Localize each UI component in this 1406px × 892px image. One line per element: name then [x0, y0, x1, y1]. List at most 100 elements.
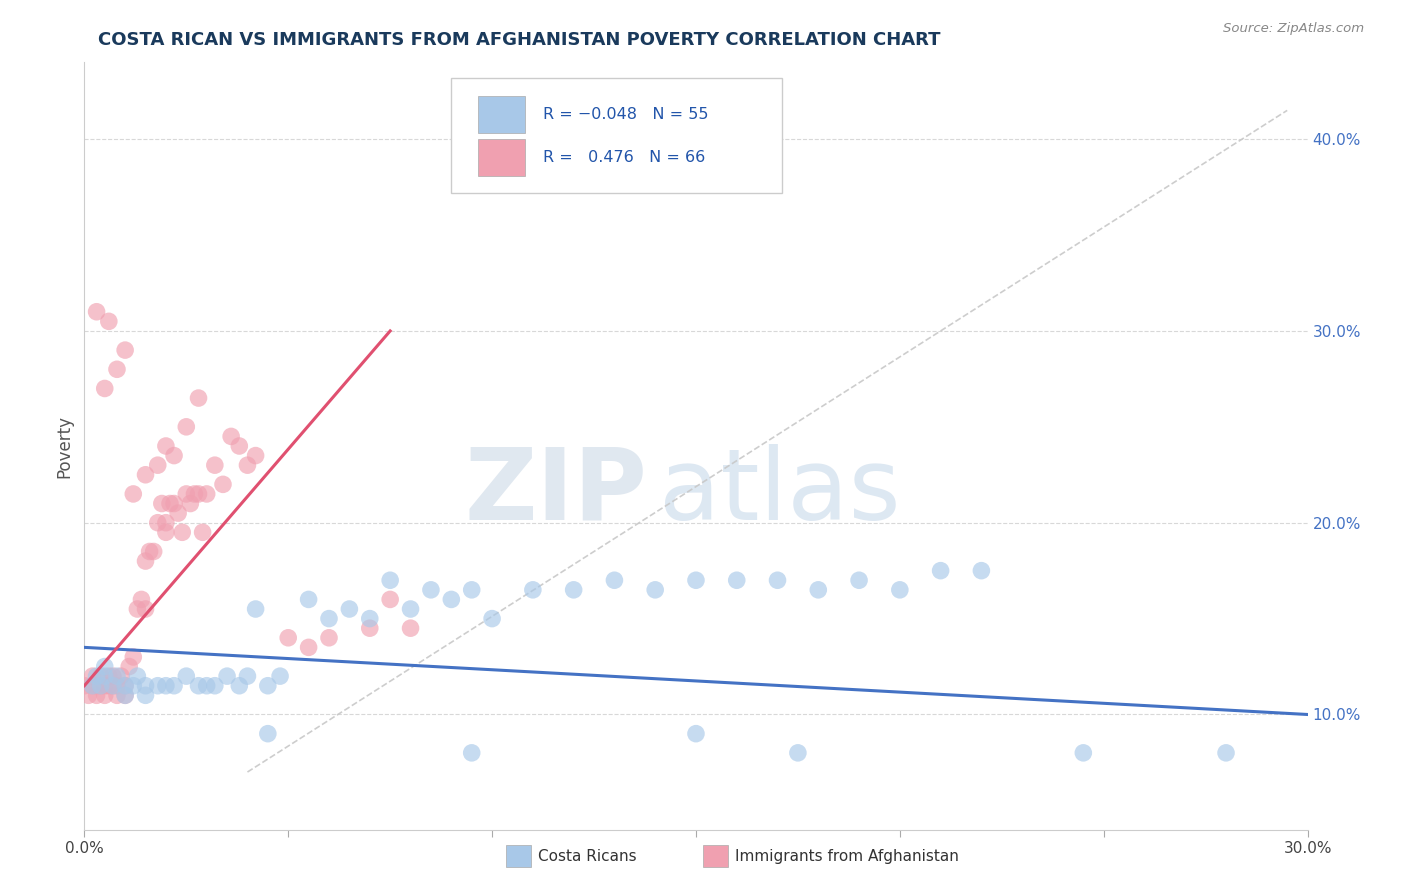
Point: [86, 305, 108, 319]
Point: [257, 727, 280, 741]
Point: [420, 582, 443, 597]
Point: [114, 689, 136, 703]
Point: [114, 679, 136, 693]
Point: [101, 679, 124, 693]
Text: atlas: atlas: [659, 443, 901, 541]
Point: [685, 573, 707, 587]
Point: [114, 679, 136, 693]
Point: [146, 458, 169, 473]
Point: [195, 679, 218, 693]
Point: [644, 582, 666, 597]
Point: [93, 659, 115, 673]
Point: [93, 679, 115, 693]
Point: [440, 592, 463, 607]
Point: [155, 525, 177, 540]
Point: [461, 746, 484, 760]
Point: [187, 679, 209, 693]
Point: [101, 669, 124, 683]
Point: [174, 669, 197, 683]
Point: [174, 420, 197, 434]
Point: [359, 612, 381, 626]
Point: [101, 679, 124, 693]
Point: [82, 679, 104, 693]
Point: [142, 544, 165, 558]
Point: [93, 382, 115, 396]
Point: [150, 496, 173, 510]
Point: [86, 669, 108, 683]
Bar: [478, 96, 524, 133]
Point: [245, 602, 267, 616]
Point: [359, 621, 381, 635]
Point: [135, 689, 157, 703]
Point: [86, 689, 108, 703]
Point: [380, 592, 402, 607]
Point: [245, 449, 267, 463]
Point: [212, 477, 235, 491]
Point: [105, 669, 128, 683]
Point: [195, 487, 218, 501]
Text: R = −0.048   N = 55: R = −0.048 N = 55: [543, 107, 709, 122]
Point: [522, 582, 544, 597]
Point: [228, 679, 250, 693]
Point: [127, 669, 149, 683]
Point: [380, 573, 402, 587]
Point: [191, 525, 214, 540]
Point: [257, 679, 280, 693]
Point: [603, 573, 626, 587]
Point: [82, 669, 104, 683]
Point: [155, 679, 177, 693]
FancyBboxPatch shape: [451, 78, 782, 193]
Text: Immigrants from Afghanistan: Immigrants from Afghanistan: [735, 849, 959, 863]
Point: [766, 573, 789, 587]
Point: [105, 362, 128, 376]
Point: [929, 564, 952, 578]
Point: [146, 679, 169, 693]
Point: [135, 554, 157, 568]
Point: [77, 689, 100, 703]
Point: [122, 487, 145, 501]
Point: [399, 602, 422, 616]
Point: [461, 582, 484, 597]
Point: [318, 612, 340, 626]
Point: [73, 679, 96, 693]
Point: [269, 669, 291, 683]
Point: [1215, 746, 1237, 760]
Point: [228, 439, 250, 453]
Point: [97, 314, 120, 328]
Point: [135, 467, 157, 482]
Point: [204, 458, 226, 473]
Point: [90, 679, 112, 693]
Point: [155, 439, 177, 453]
Y-axis label: Poverty: Poverty: [55, 415, 73, 477]
Point: [217, 669, 239, 683]
Point: [135, 679, 157, 693]
Point: [90, 679, 112, 693]
Text: ZIP: ZIP: [464, 443, 647, 541]
Point: [155, 516, 177, 530]
Point: [204, 679, 226, 693]
Text: Costa Ricans: Costa Ricans: [538, 849, 637, 863]
Point: [86, 679, 108, 693]
Point: [889, 582, 911, 597]
Bar: [478, 139, 524, 176]
Point: [105, 689, 128, 703]
Point: [187, 487, 209, 501]
Point: [318, 631, 340, 645]
Point: [481, 612, 503, 626]
Point: [138, 544, 160, 558]
Point: [603, 103, 626, 118]
Point: [159, 496, 181, 510]
Point: [1073, 746, 1095, 760]
Text: COSTA RICAN VS IMMIGRANTS FROM AFGHANISTAN POVERTY CORRELATION CHART: COSTA RICAN VS IMMIGRANTS FROM AFGHANIST…: [98, 31, 941, 49]
Point: [122, 679, 145, 693]
Point: [163, 449, 186, 463]
Point: [146, 516, 169, 530]
Point: [118, 659, 141, 673]
Point: [163, 679, 186, 693]
Point: [399, 621, 422, 635]
Point: [970, 564, 993, 578]
Point: [298, 592, 321, 607]
Point: [277, 631, 299, 645]
Point: [127, 602, 149, 616]
Point: [82, 679, 104, 693]
